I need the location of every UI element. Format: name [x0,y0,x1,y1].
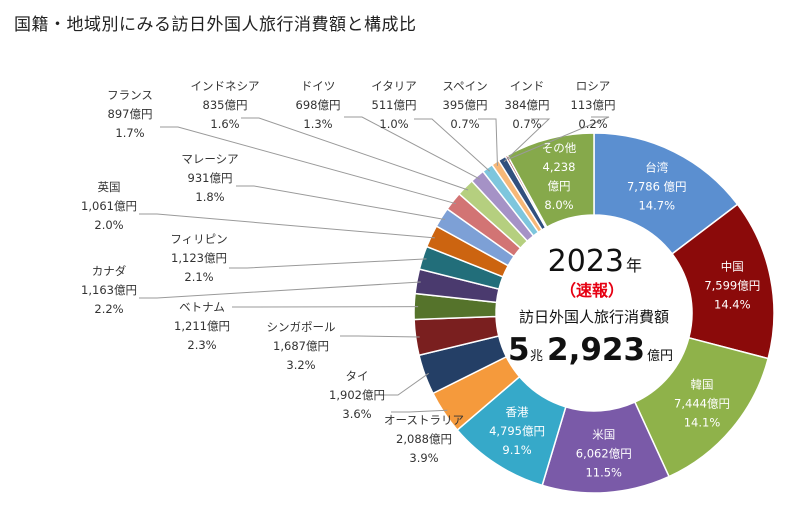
labels-group: 台湾 7,786 億円 14.7% 中国 7,599億円 14.4% 韓国 7,444億円 14… [81,79,760,480]
leader-line-7 [340,335,420,338]
slice-label-8: ベトナム 1,211億円 2.3% [174,300,230,352]
center-year: 2023 [548,244,624,279]
leader-line-18 [503,118,551,163]
page-title: 国籍・地域別にみる訪日外国人旅行消費額と構成比 [14,15,417,35]
slice-label-9: カナダ 1,163億円 2.2% [81,264,137,316]
slice-label-3: 米国 6,062億円 11.5% [576,428,632,480]
leader-lines-group [139,116,610,413]
slice-20 [506,132,595,229]
leader-line-5 [391,409,448,413]
slice-label-1: 中国 7,599億円 14.4% [704,260,760,312]
slice-label-20: その他 4,238 億円 8.0% [542,141,577,212]
leader-line-6 [380,372,429,396]
slice-label-18: インド 384億円 0.7% [505,79,550,131]
leader-line-19 [508,116,610,160]
slice-label-16: イタリア 511億円 1.0% [371,79,417,131]
center-total-minor-unit: 億円 [647,348,673,364]
slice-label-7: シンガポール 1,687億円 3.2% [267,320,336,372]
slice-label-12: マレーシア 931億円 1.8% [181,152,238,204]
leader-line-9 [139,281,421,299]
slice-label-6: タイ 1,902億円 3.6% [329,369,385,421]
slices-group [413,132,775,494]
slice-label-13: フランス 897億円 1.7% [107,88,153,140]
center-flash-report: （速報） [560,281,624,300]
center-total-major-unit: 兆 [530,349,543,364]
leader-line-15 [344,116,481,180]
slice-label-15: ドイツ 698億円 1.3% [296,79,341,131]
slice-label-14: インドネシア 835億円 1.6% [191,79,260,131]
leader-line-12 [236,185,445,220]
leader-line-10 [229,258,427,269]
slice-label-11: 英国 1,061億円 2.0% [81,180,137,232]
center-total-major: 5 [508,332,530,368]
slice-label-0: 台湾 7,786 億円 14.7% [627,161,687,213]
center-year-unit: 年 [626,256,642,275]
center-caption: 訪日外国人旅行消費額 [519,308,669,326]
leader-line-16 [414,118,491,172]
leader-line-13 [160,126,457,205]
leader-line-14 [241,117,469,191]
leader-line-11 [139,213,435,239]
slice-label-5: オーストラリア 2,088億円 3.9% [384,413,464,465]
center-total-minor: 2,923 [547,332,645,368]
leader-line-17 [478,118,498,166]
slice-label-4: 香港 4,795億円 9.1% [489,405,545,457]
slice-label-10: フィリピン 1,123億円 2.1% [170,232,227,284]
slice-label-19: ロシア 113億円 0.2% [571,79,616,131]
slice-label-17: スペイン 395億円 0.7% [442,79,487,131]
slice-label-2: 韓国 7,444億円 14.1% [674,378,730,430]
center-label: 2023 年 （速報） 訪日外国人旅行消費額 5 兆 2,923 億円 [508,244,673,368]
